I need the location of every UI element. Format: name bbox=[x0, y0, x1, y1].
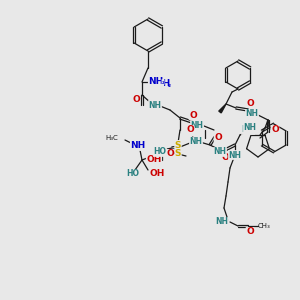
Text: S: S bbox=[175, 140, 181, 149]
Text: O: O bbox=[166, 149, 174, 158]
Text: NH: NH bbox=[214, 148, 226, 157]
Text: O: O bbox=[246, 98, 254, 107]
Text: O: O bbox=[221, 152, 229, 161]
Text: NH: NH bbox=[190, 137, 202, 146]
Text: NH: NH bbox=[215, 218, 229, 226]
Text: O: O bbox=[186, 125, 194, 134]
Text: NH: NH bbox=[229, 151, 242, 160]
Text: ₂: ₂ bbox=[162, 80, 164, 85]
Text: H₃C: H₃C bbox=[105, 135, 118, 141]
Text: NH: NH bbox=[155, 79, 170, 88]
Text: HO: HO bbox=[154, 148, 166, 157]
Text: NH: NH bbox=[245, 110, 259, 118]
Text: NH: NH bbox=[244, 124, 256, 133]
Text: ₂: ₂ bbox=[168, 82, 171, 88]
Text: O: O bbox=[271, 125, 279, 134]
Text: NH: NH bbox=[130, 142, 146, 151]
Text: O: O bbox=[214, 134, 222, 142]
Text: O: O bbox=[189, 110, 197, 119]
Text: CH₃: CH₃ bbox=[258, 223, 271, 229]
Text: NH: NH bbox=[148, 100, 161, 109]
Text: OH: OH bbox=[150, 169, 165, 178]
Text: NH: NH bbox=[242, 125, 254, 134]
Text: NH: NH bbox=[148, 77, 164, 86]
Polygon shape bbox=[219, 104, 226, 113]
Text: O: O bbox=[246, 227, 254, 236]
Text: HO: HO bbox=[127, 169, 140, 178]
Text: S: S bbox=[175, 149, 181, 158]
Text: O: O bbox=[132, 95, 140, 104]
Text: NH: NH bbox=[190, 121, 203, 130]
Text: OH: OH bbox=[146, 154, 162, 164]
